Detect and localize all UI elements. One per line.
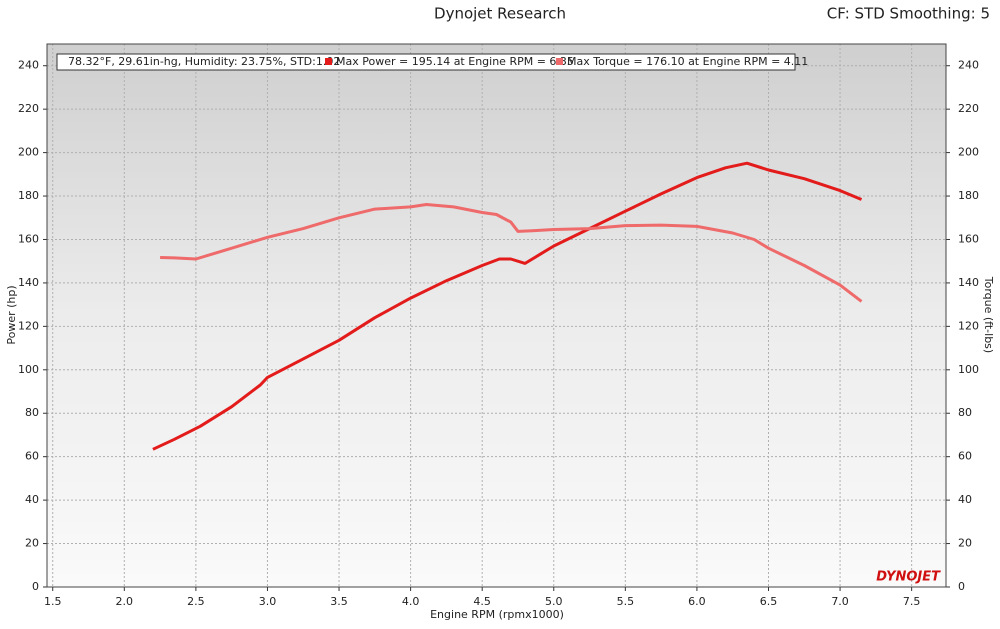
- y2-tick-label: 240: [958, 59, 979, 72]
- logo: DYNOJET: [876, 570, 941, 585]
- x-tick-label: 7.5: [903, 595, 921, 608]
- y-tick-label: 180: [18, 189, 39, 202]
- y-tick-label: 120: [18, 319, 39, 332]
- y2-tick-label: 220: [958, 102, 979, 115]
- x-tick-label: 5.5: [617, 595, 635, 608]
- y2-tick-label: 80: [958, 406, 972, 419]
- chart-subtitle: CF: STD Smoothing: 5: [827, 5, 990, 23]
- x-axis-title: Engine RPM (rpmx1000): [430, 608, 564, 621]
- y-axis-title: Power (hp): [5, 285, 18, 344]
- y-tick-label: 80: [25, 406, 39, 419]
- conditions: 78.32°F, 29.61in-hg, Humidity: 23.75%, S…: [68, 55, 340, 68]
- y2-tick-label: 60: [958, 450, 972, 463]
- legend-label: Max Torque = 176.10 at Engine RPM = 4.11: [567, 55, 808, 68]
- y-tick-label: 160: [18, 232, 39, 245]
- series-line: [160, 203, 863, 303]
- y2-tick-label: 120: [958, 319, 979, 332]
- x-tick-label: 4.5: [473, 595, 491, 608]
- x-tick-label: 2.5: [187, 595, 205, 608]
- y2-tick-label: 140: [958, 276, 979, 289]
- y2-tick-label: 40: [958, 493, 972, 506]
- series-line: [152, 161, 863, 451]
- x-tick-label: 5.0: [545, 595, 563, 608]
- y2-tick-label: 100: [958, 363, 979, 376]
- plot-frame: [46, 43, 947, 588]
- y2-axis-title: Torque (ft-lbs): [982, 276, 995, 353]
- y2-tick-label: 200: [958, 146, 979, 159]
- y2-tick-label: 0: [958, 580, 965, 593]
- y2-tick-label: 180: [958, 189, 979, 202]
- y2-tick-label: 160: [958, 232, 979, 245]
- y-tick-label: 0: [32, 580, 39, 593]
- x-tick-label: 6.5: [760, 595, 778, 608]
- plot-area: [47, 44, 946, 587]
- legend: Max Power = 195.14 at Engine RPM = 6.35M…: [325, 55, 808, 68]
- x-tick-label: 3.0: [259, 595, 277, 608]
- y-tick-label: 220: [18, 102, 39, 115]
- x-tick-label: 6.0: [688, 595, 706, 608]
- legend-swatch: [556, 58, 563, 65]
- x-tick-label: 3.5: [330, 595, 348, 608]
- y-tick-label: 40: [25, 493, 39, 506]
- x-tick-label: 1.5: [44, 595, 62, 608]
- x-tick-label: 2.0: [116, 595, 134, 608]
- x-tick-label: 4.0: [402, 595, 420, 608]
- y-tick-label: 20: [25, 537, 39, 550]
- y2-tick-label: 20: [958, 537, 972, 550]
- chart-title: Dynojet Research: [434, 5, 566, 23]
- legend-swatch: [325, 58, 332, 65]
- y-tick-label: 60: [25, 450, 39, 463]
- y-tick-label: 240: [18, 59, 39, 72]
- lines: [152, 161, 863, 451]
- y-tick-label: 200: [18, 146, 39, 159]
- legend-box: [56, 53, 796, 71]
- y-tick-label: 100: [18, 363, 39, 376]
- legend-label: Max Power = 195.14 at Engine RPM = 6.35: [336, 55, 574, 68]
- x-tick-label: 7.0: [831, 595, 849, 608]
- y-tick-label: 140: [18, 276, 39, 289]
